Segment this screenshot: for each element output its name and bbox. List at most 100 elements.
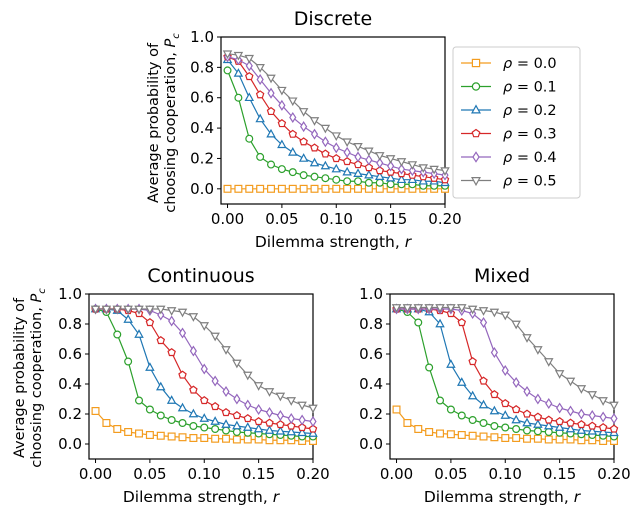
data-point [446, 430, 455, 439]
data-point [255, 64, 265, 73]
data-point [222, 426, 231, 435]
x-tick-label: 0.05 [434, 465, 467, 483]
data-point [354, 184, 363, 193]
data-point [354, 177, 363, 186]
legend-label: ρ = 0.5 [503, 174, 557, 190]
legend-entry: ρ = 0.4 [461, 150, 557, 166]
data-point [266, 74, 276, 84]
data-point [234, 184, 243, 193]
data-point [555, 417, 564, 426]
data-point [199, 413, 210, 422]
data-point [554, 370, 565, 379]
data-point [310, 143, 319, 152]
series-0 [91, 407, 318, 446]
ylabel-sub: c [171, 33, 182, 39]
data-point [332, 142, 340, 154]
x-tick-label: 0.15 [374, 210, 407, 228]
data-point [392, 405, 401, 414]
data-point [244, 54, 255, 64]
data-point [101, 305, 112, 315]
data-point [234, 93, 243, 102]
data-point [479, 419, 488, 428]
data-point [587, 391, 598, 400]
data-point [166, 395, 177, 404]
data-point [243, 435, 252, 444]
ylabel-line2-text: choosing cooperation, [29, 307, 45, 468]
data-point [408, 165, 416, 177]
data-point [298, 414, 306, 426]
data-point [123, 314, 133, 323]
data-point [576, 425, 587, 434]
data-point [211, 434, 220, 443]
data-point [490, 390, 499, 399]
data-point [555, 435, 564, 444]
data-point [200, 434, 209, 443]
data-point [610, 412, 618, 425]
data-point [308, 404, 318, 414]
data-point [267, 184, 276, 193]
data-point [145, 305, 155, 315]
data-point [512, 434, 521, 443]
x-axis-label-var: r [405, 233, 413, 251]
data-point [135, 429, 144, 438]
data-point [468, 357, 477, 366]
data-point [134, 329, 144, 338]
data-point [297, 423, 307, 432]
data-point [533, 412, 543, 421]
data-point [500, 311, 511, 321]
legend-symbol: ρ [503, 150, 513, 166]
legend-value: = 0.4 [512, 150, 556, 166]
data-point [565, 423, 576, 433]
data-point [297, 401, 307, 411]
data-point [199, 322, 210, 331]
x-axis-label: Dilemma strength, r [424, 488, 582, 506]
data-point [288, 129, 298, 138]
y-tick-label: 0.4 [359, 375, 383, 393]
data-point [577, 408, 585, 420]
data-point [342, 166, 352, 176]
data-point [145, 362, 155, 371]
data-point [479, 432, 488, 441]
data-point [544, 428, 553, 437]
panel-mixed: Mixed 0.0 0.2 0.4 0.6 0.8 1.0 0.00 0.05 0.10 0.15 0… [359, 265, 631, 506]
data-point [534, 393, 542, 405]
data-point [233, 51, 244, 61]
data-point [286, 397, 297, 406]
data-point [588, 409, 596, 422]
data-point [457, 411, 466, 420]
data-point [112, 305, 123, 315]
data-point [544, 358, 554, 367]
data-point [490, 346, 498, 359]
data-point [533, 419, 543, 428]
data-point [523, 385, 531, 398]
legend: ρ = 0.0ρ = 0.1ρ = 0.2ρ = 0.3ρ = 0.4ρ = 0… [452, 46, 581, 199]
legend-label: ρ = 0.0 [503, 56, 557, 72]
x-axis-label: Dilemma strength, r [123, 488, 281, 506]
chart-title: Continuous [147, 265, 254, 287]
data-point [446, 405, 455, 414]
data-point [566, 418, 575, 427]
data-point [309, 117, 320, 126]
legend-value: = 0.0 [512, 56, 556, 72]
data-point [375, 171, 385, 180]
data-point [264, 388, 275, 397]
data-point [565, 377, 576, 387]
data-point [221, 408, 231, 417]
legend-marker [471, 177, 481, 187]
data-point [511, 320, 521, 330]
legend-entry: ρ = 0.0 [461, 56, 557, 72]
data-point [425, 363, 434, 372]
data-point [468, 431, 477, 440]
data-point [177, 402, 188, 412]
data-point [501, 423, 510, 432]
data-point [365, 154, 373, 166]
series-2 [222, 54, 450, 187]
data-point [310, 172, 319, 181]
legend-label: ρ = 0.4 [503, 150, 557, 166]
data-point [243, 422, 253, 431]
data-point [299, 171, 308, 180]
x-axis-label-var: r [273, 488, 281, 506]
data-point [566, 405, 575, 417]
data-point [587, 421, 597, 430]
data-point [177, 308, 188, 318]
